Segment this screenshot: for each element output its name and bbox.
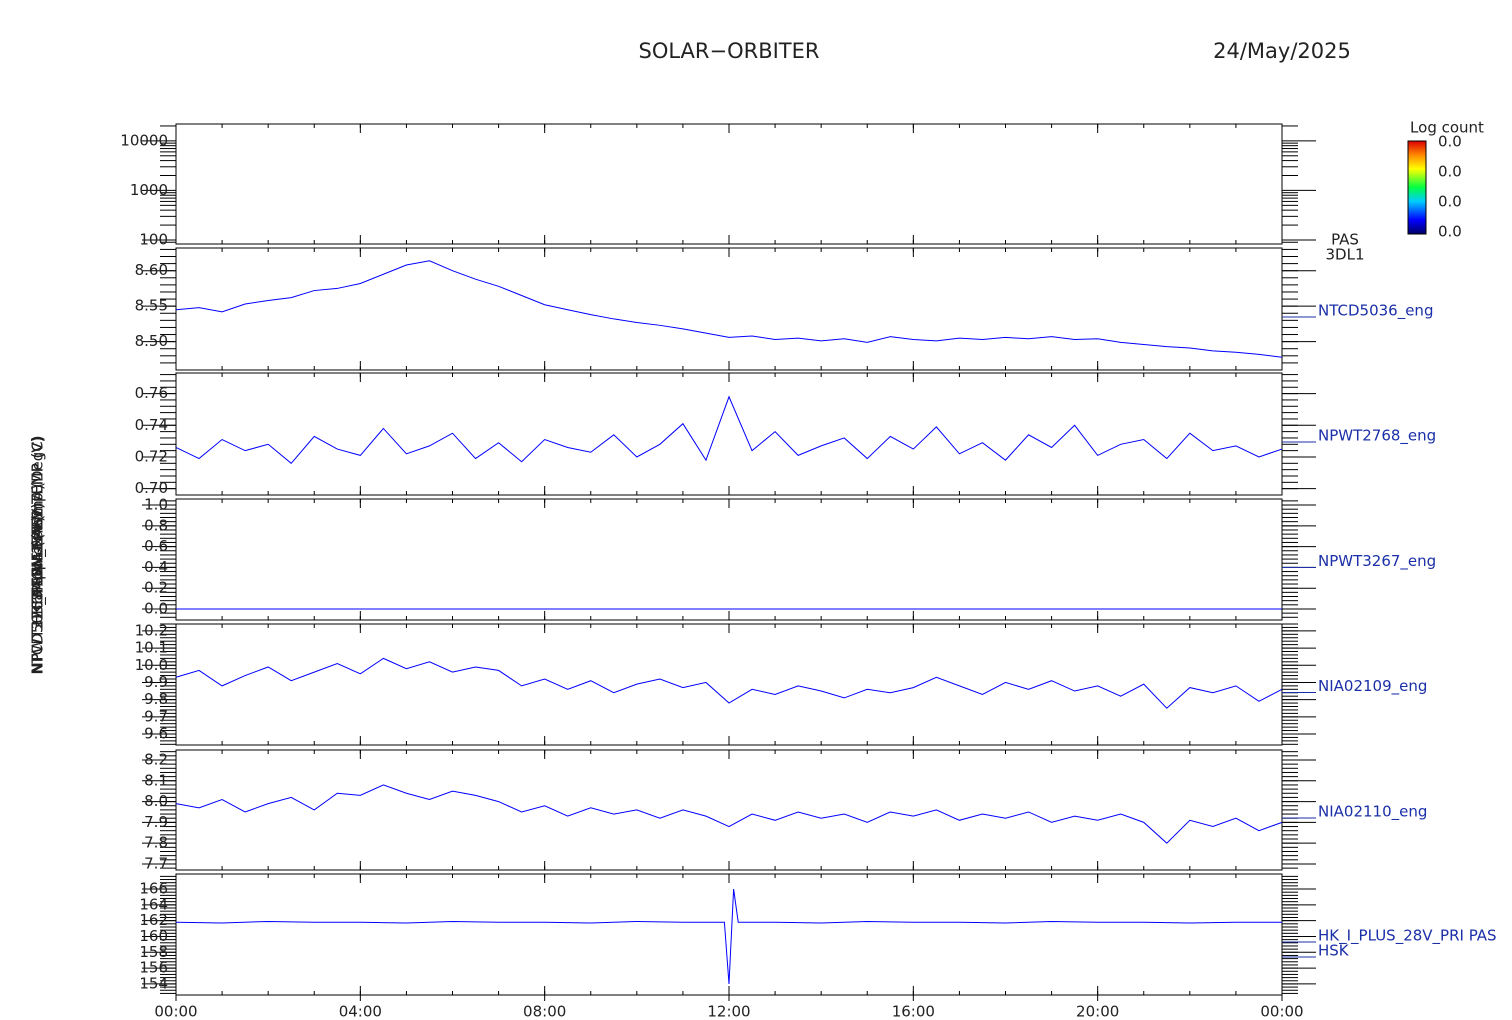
colorbar-tick-label: 0.0 [1438, 193, 1462, 211]
y-axis-label: PAS E (eV) [29, 516, 47, 594]
y-tick-label: 8.55 [135, 297, 168, 315]
y-tick-label: 160 [139, 927, 168, 945]
y-tick-label: 156 [139, 959, 168, 977]
series-line [175, 260, 1283, 358]
y-tick-label: 10.2 [135, 621, 168, 639]
y-tick-label: 8.2 [144, 750, 168, 768]
y-tick-label: 0.8 [144, 516, 168, 534]
y-tick-label: 164 [139, 895, 168, 913]
product-label: 3DL1 [1326, 246, 1365, 264]
y-axis-label: NPWT2768 SWA-EAS1 TEMP (V) [29, 436, 47, 673]
series-line [175, 784, 1283, 844]
y-tick-label: 0.74 [135, 416, 168, 434]
y-tick-label: 158 [139, 943, 168, 961]
series-label: HK_I_PLUS_28V_PRI PAS [1318, 927, 1497, 946]
series-line [175, 395, 1283, 465]
panel-frame [175, 247, 1283, 371]
panel-frame [175, 372, 1283, 496]
panel-frame [175, 623, 1283, 746]
y-tick-label: 8.0 [144, 792, 168, 810]
y-tick-label: 0.0 [144, 599, 168, 617]
series-line [175, 888, 1282, 984]
y-tick-label: 7.7 [144, 854, 168, 872]
y-tick-label: 9.8 [144, 690, 168, 708]
y-tick-label: 1000 [130, 181, 168, 199]
series-label: NIA02110_eng [1318, 803, 1427, 822]
colorbar [1407, 140, 1427, 235]
y-tick-label: 1.0 [144, 496, 168, 514]
x-tick-label: 04:00 [339, 1003, 382, 1020]
y-tick-label: 166 [139, 880, 168, 898]
y-tick-label: 10000 [120, 131, 168, 149]
series-label: NPWT2768_eng [1318, 427, 1436, 446]
date: 24/May/2025 [1213, 39, 1351, 63]
y-tick-label: 7.8 [144, 834, 168, 852]
colorbar-tick-label: 0.0 [1438, 163, 1462, 181]
y-tick-label: 8.60 [135, 261, 168, 279]
x-tick-label: 16:00 [892, 1003, 935, 1020]
series-label: NTCD5036_eng [1318, 302, 1433, 321]
y-axis-label: NPWT3267 SWA-EAS2 TEMP (V) [29, 436, 47, 673]
panel-frame [175, 749, 1283, 871]
chart-title: SOLAR−ORBITER [638, 39, 819, 63]
y-tick-label: 0.2 [144, 579, 168, 597]
y-tick-label: 0.70 [135, 479, 168, 497]
y-tick-label: 10.1 [135, 639, 168, 657]
x-tick-label: 20:00 [1076, 1003, 1119, 1020]
y-axis-label: HK_IMON_PRI (mA) [29, 484, 48, 626]
series-line [175, 657, 1283, 709]
panel-frame [175, 498, 1283, 621]
x-tick-label: 00:00 [154, 1003, 197, 1020]
y-tick-label: 100 [139, 230, 168, 248]
y-tick-label: 7.9 [144, 813, 168, 831]
y-tick-label: 0.76 [135, 384, 168, 402]
y-tick-label: 8.50 [135, 332, 168, 350]
y-tick-label: 154 [139, 974, 168, 992]
y-tick-label: 9.6 [144, 725, 168, 743]
series-label: NPWT3267_eng [1318, 552, 1436, 571]
y-axis-label: THERM2 (mV) [29, 503, 47, 608]
colorbar-tick-label: 0.0 [1438, 133, 1462, 151]
series-label: NIA02109_eng [1318, 677, 1427, 696]
x-tick-label: 00:00 [1260, 1003, 1303, 1020]
panel-frame [175, 123, 1283, 245]
y-tick-label: 8.1 [144, 771, 168, 789]
x-tick-label: 12:00 [707, 1003, 750, 1020]
y-tick-label: 0.6 [144, 537, 168, 555]
y-axis-label: THERM1 (mV) [29, 503, 47, 608]
x-tick-label: 08:00 [523, 1003, 566, 1020]
colorbar-tick-label: 0.0 [1438, 223, 1462, 241]
instrument-label: HSK [1318, 942, 1350, 960]
y-tick-label: 9.9 [144, 673, 168, 691]
y-tick-label: 0.72 [135, 447, 168, 465]
colorbar-label: Log count [1410, 119, 1484, 137]
y-tick-label: 0.4 [144, 558, 168, 576]
y-tick-label: 162 [139, 911, 168, 929]
y-tick-label: 10.0 [135, 656, 168, 674]
y-tick-label: 9.7 [144, 707, 168, 725]
y-axis-label: NTCD5036 Approx Temp (DegC) [29, 435, 47, 674]
instrument-label: PAS [1331, 231, 1359, 249]
